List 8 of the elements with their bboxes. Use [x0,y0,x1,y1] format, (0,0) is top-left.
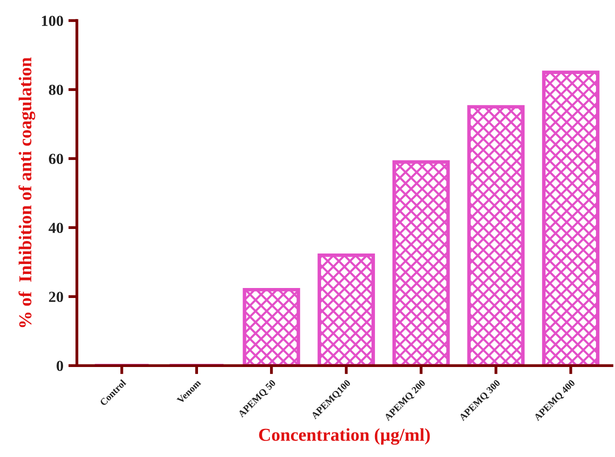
x-axis-title: Concentration (µg/ml) [259,428,430,445]
y-tick-label: 60 [48,154,64,164]
y-tick-label: 20 [49,292,64,302]
y-tick-label: 80 [48,84,64,96]
y-tick-label: 40 [48,222,64,234]
y-axis-title: % of Inhibition of anti coagulation [18,57,36,328]
y-tick-label: 100 [42,16,64,26]
y-tick-label: 0 [56,360,64,372]
